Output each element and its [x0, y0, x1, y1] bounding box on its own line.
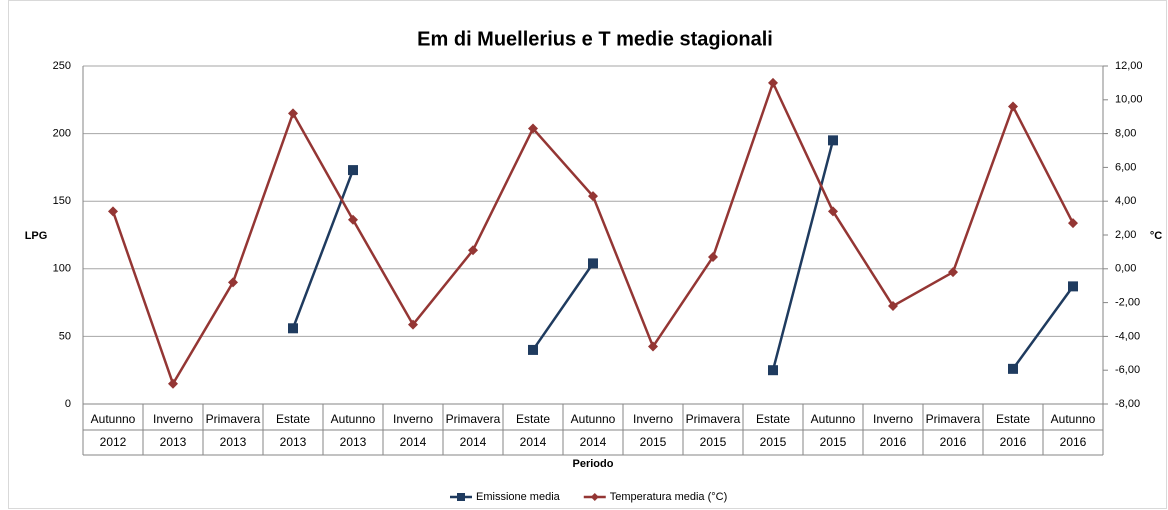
x-tick-label-year: 2016: [940, 435, 967, 449]
data-point: [1068, 218, 1078, 229]
y2-tick-label: 0,00: [1115, 263, 1136, 275]
data-point: [588, 258, 598, 269]
legend-label: Temperatura media (°C): [610, 491, 728, 503]
data-point: [828, 135, 838, 146]
x-tick-label-year: 2015: [700, 435, 727, 449]
data-point: [348, 165, 358, 176]
x-tick-label: Primavera: [926, 412, 981, 426]
data-point: [468, 245, 478, 256]
data-point: [288, 108, 298, 119]
x-tick-label-year: 2014: [400, 435, 427, 449]
data-point: [588, 191, 598, 202]
data-point: [1068, 281, 1078, 292]
data-point: [888, 300, 898, 311]
chart-border: [8, 0, 1167, 509]
x-tick-label: Autunno: [91, 412, 136, 426]
data-point: [648, 341, 658, 352]
chart-title: Em di Muellerius e T medie stagionali: [417, 28, 773, 50]
data-point: [768, 77, 778, 88]
legend-marker: [457, 493, 465, 501]
y-tick-label: 50: [59, 330, 71, 342]
x-tick-label-year: 2015: [820, 435, 847, 449]
y-axis-label: LPG: [25, 230, 48, 242]
data-point: [168, 378, 178, 389]
legend-label: Emissione media: [476, 491, 561, 503]
x-tick-label: Autunno: [1051, 412, 1096, 426]
x-tick-label-year: 2013: [280, 435, 307, 449]
data-point: [768, 365, 778, 376]
x-tick-label: Autunno: [331, 412, 376, 426]
y2-tick-label: -2,00: [1115, 297, 1140, 309]
x-tick-label: Estate: [276, 412, 310, 426]
data-point: [528, 344, 538, 355]
y-tick-label: 150: [53, 195, 71, 207]
y2-tick-label: -4,00: [1115, 330, 1140, 342]
x-tick-label: Inverno: [393, 412, 433, 426]
y-tick-label: 100: [53, 263, 71, 275]
x-tick-label: Primavera: [686, 412, 741, 426]
y2-tick-label: 12,00: [1115, 60, 1143, 72]
x-tick-label-year: 2014: [580, 435, 607, 449]
x-tick-label: Inverno: [633, 412, 673, 426]
data-point: [108, 206, 118, 217]
x-tick-label-year: 2013: [220, 435, 247, 449]
x-tick-label: Estate: [996, 412, 1030, 426]
x-tick-label: Inverno: [153, 412, 193, 426]
x-tick-label: Inverno: [873, 412, 913, 426]
x-tick-label: Estate: [756, 412, 790, 426]
x-tick-label: Primavera: [446, 412, 501, 426]
x-tick-label: Autunno: [571, 412, 616, 426]
y-tick-label: 0: [65, 398, 71, 410]
legend-marker: [590, 493, 599, 501]
x-tick-label: Estate: [516, 412, 550, 426]
data-point: [288, 323, 298, 334]
x-tick-label-year: 2016: [1000, 435, 1027, 449]
data-point: [528, 123, 538, 134]
y2-tick-label: -8,00: [1115, 398, 1140, 410]
x-tick-label-year: 2015: [760, 435, 787, 449]
x-tick-label-year: 2012: [100, 435, 127, 449]
x-tick-label-year: 2013: [160, 435, 187, 449]
series-line: [291, 140, 1075, 371]
x-tick-label-year: 2014: [460, 435, 487, 449]
y2-tick-label: 8,00: [1115, 128, 1136, 140]
x-tick-label: Primavera: [206, 412, 261, 426]
data-point: [948, 267, 958, 278]
data-point: [1008, 363, 1018, 374]
y2-tick-label: 2,00: [1115, 229, 1136, 241]
data-point: [1008, 101, 1018, 112]
data-point: [348, 214, 358, 225]
y2-axis-label: °C: [1150, 230, 1162, 242]
y-tick-label: 250: [53, 60, 71, 72]
x-tick-label: Autunno: [811, 412, 856, 426]
data-point: [708, 251, 718, 262]
y2-tick-label: 6,00: [1115, 161, 1136, 173]
x-tick-label-year: 2016: [1060, 435, 1087, 449]
x-tick-label-year: 2015: [640, 435, 667, 449]
x-tick-label-year: 2016: [880, 435, 907, 449]
y2-tick-label: 4,00: [1115, 195, 1136, 207]
data-point: [408, 319, 418, 330]
y2-tick-label: -6,00: [1115, 364, 1140, 376]
data-point: [228, 277, 238, 288]
y2-tick-label: 10,00: [1115, 94, 1143, 106]
x-tick-label-year: 2014: [520, 435, 547, 449]
data-point: [828, 206, 838, 217]
x-axis-label: Periodo: [573, 458, 614, 470]
x-tick-label-year: 2013: [340, 435, 367, 449]
y-tick-label: 200: [53, 128, 71, 140]
